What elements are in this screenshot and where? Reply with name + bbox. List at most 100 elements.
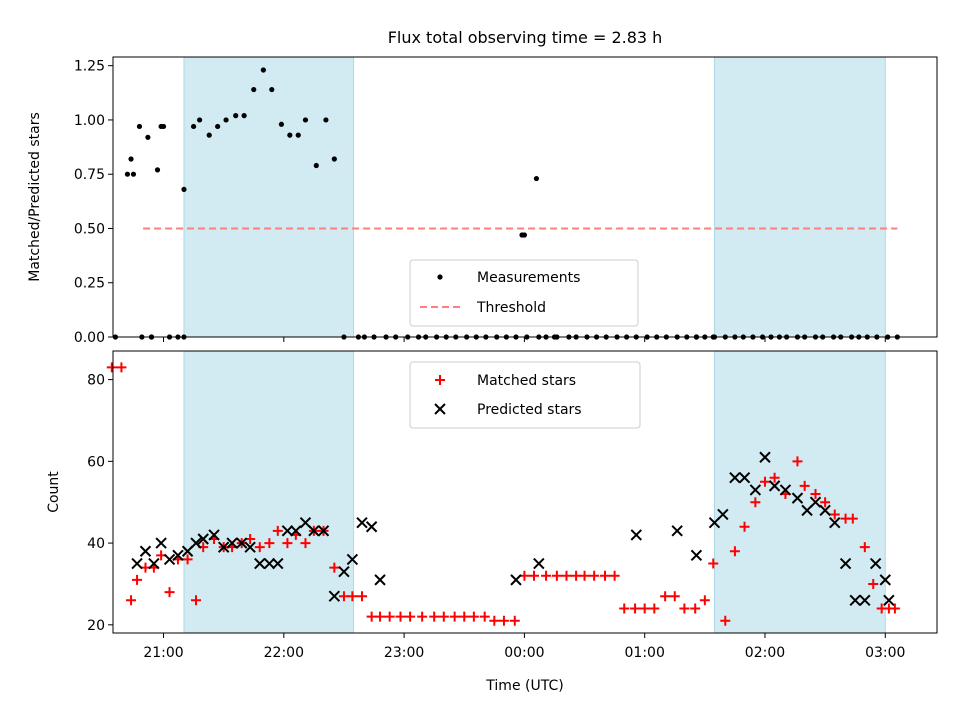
predicted-star-point: [163, 553, 176, 566]
x-tick-label: 22:00: [264, 645, 304, 661]
top-observing-window-2: [713, 56, 886, 338]
x-tick-label: 00:00: [504, 645, 544, 661]
top-y-tick-label: 1.00: [74, 113, 105, 129]
top-y-tick-label: 0.25: [74, 276, 105, 292]
figure-title: Flux total observing time = 2.83 h: [388, 28, 663, 47]
matched-star-point: [272, 525, 283, 536]
matched-star-point: [720, 615, 731, 626]
matched-star-point: [479, 611, 490, 622]
matched-star-point: [639, 603, 650, 614]
measurement-point: [260, 67, 266, 73]
matched-star-point: [599, 570, 610, 581]
matched-star-point: [405, 611, 416, 622]
predicted-star-point: [839, 557, 852, 570]
measurement-point: [154, 167, 161, 173]
matched-star-point: [254, 542, 265, 553]
top-y-tick-label: 1.25: [74, 59, 105, 75]
matched-star-point: [126, 595, 137, 606]
measurement-point: [197, 117, 203, 123]
predicted-star-point: [729, 471, 741, 484]
top-y-tick-label: 0.50: [74, 221, 105, 237]
matched-star-point: [182, 554, 193, 565]
matched-star-point: [750, 497, 761, 508]
matched-star-point: [889, 603, 900, 614]
measurement-point: [145, 134, 151, 140]
matched-star-point: [739, 521, 750, 532]
measurement-point: [533, 175, 540, 182]
bottom-y-tick-label: 20: [87, 618, 105, 634]
matched-star-point: [660, 591, 671, 602]
matched-star-point: [679, 603, 690, 614]
top-y-axis-label: Matched/Predicted stars: [27, 112, 43, 282]
predicted-star-point: [281, 525, 294, 537]
top-y-tick-label: 0.00: [74, 330, 105, 346]
measurement-point: [519, 232, 525, 238]
legend-predicted-label: Predicted stars: [477, 402, 582, 418]
matched-star-point: [395, 611, 406, 622]
x-tick-label: 21:00: [143, 645, 183, 661]
predicted-star-point: [819, 504, 831, 517]
predicted-star-point: [630, 529, 642, 541]
x-tick-label: 01:00: [625, 645, 665, 661]
predicted-star-point: [749, 484, 762, 496]
predicted-star-point: [290, 525, 302, 537]
predicted-star-point: [346, 553, 359, 566]
predicted-star-point: [356, 516, 368, 529]
bottom-y-tick-label: 60: [87, 454, 105, 470]
bottom-y-tick-label: 80: [87, 373, 105, 389]
matched-star-point: [847, 513, 858, 524]
matched-star-point: [649, 603, 660, 614]
matched-star-point: [619, 603, 630, 614]
measurement-point: [331, 156, 337, 162]
measurement-point: [251, 86, 257, 93]
predicted-star-point: [172, 549, 184, 562]
predicted-star-point: [717, 508, 729, 521]
matched-star-point: [561, 570, 572, 581]
matched-star-point: [579, 570, 590, 581]
measurement-point: [295, 132, 301, 138]
predicted-star-point: [533, 557, 545, 570]
predicted-star-point: [738, 471, 751, 484]
matched-star-point: [338, 591, 349, 602]
matched-star-point: [708, 558, 719, 569]
legend-predicted-marker: [434, 403, 446, 415]
measurement-point: [136, 123, 143, 130]
measurement-point: [313, 162, 319, 169]
matched-star-point: [759, 476, 770, 487]
predicted-star-point: [809, 496, 822, 508]
matched-star-point: [116, 362, 127, 373]
matched-star-point: [690, 603, 701, 614]
predicted-star-point: [317, 525, 330, 537]
predicted-star-point: [197, 533, 209, 545]
matched-star-point: [264, 538, 275, 549]
matched-star-point: [498, 615, 509, 626]
measurement-point: [287, 132, 293, 138]
legend-measurements-label: Measurements: [477, 270, 580, 286]
legend-measurement-marker: [437, 274, 443, 280]
measurement-point: [128, 156, 134, 162]
matched-star-point: [449, 611, 460, 622]
matched-star-point: [347, 591, 358, 602]
matched-star-point: [106, 362, 117, 373]
matched-star-point: [384, 611, 395, 622]
measurement-point: [181, 186, 187, 193]
matched-star-point: [282, 538, 293, 549]
measurement-point: [158, 123, 164, 130]
legend-matched-label: Matched stars: [477, 373, 576, 389]
predicted-star-point: [791, 492, 804, 504]
bottom-axes-frame: [112, 350, 938, 634]
matched-star-point: [729, 546, 740, 557]
predicted-star-point: [879, 574, 891, 586]
predicted-star-point: [859, 594, 871, 607]
legend-threshold-label: Threshold: [476, 300, 546, 316]
predicted-star-point: [308, 525, 320, 537]
predicted-star-point: [328, 590, 341, 602]
predicted-star-point: [208, 529, 220, 541]
matched-star-point: [132, 574, 143, 585]
measurement-point: [241, 113, 247, 119]
measurement-point: [215, 123, 221, 130]
predicted-star-point: [759, 451, 771, 463]
measurement-point: [206, 132, 212, 138]
predicted-star-point: [690, 549, 703, 562]
top-y-tick-label: 0.75: [74, 167, 105, 183]
